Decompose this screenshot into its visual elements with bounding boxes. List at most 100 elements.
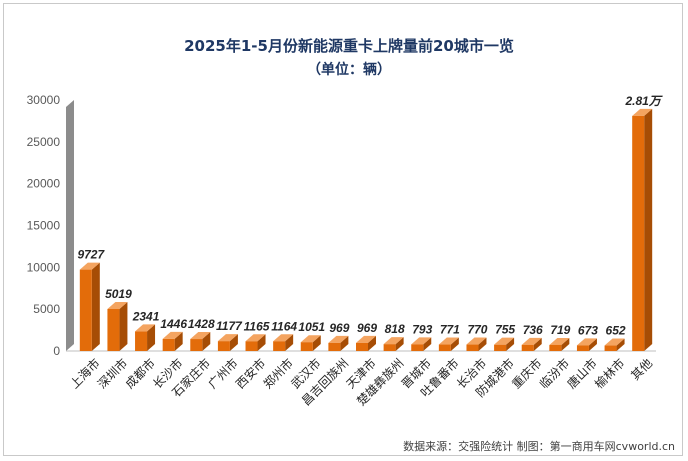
data-label: 1164 — [271, 319, 297, 333]
y-tick-label: 10000 — [27, 260, 61, 274]
bar-front — [79, 269, 92, 351]
bar-front — [162, 338, 175, 351]
bar-front — [273, 341, 286, 351]
bar-front — [549, 344, 562, 351]
bar-side — [423, 337, 432, 351]
category-label: 临汾市 — [536, 355, 572, 391]
bar-top — [79, 262, 100, 270]
bar-side — [478, 337, 487, 351]
bar — [245, 334, 266, 351]
bar-top — [107, 302, 128, 310]
bar-front — [245, 341, 258, 351]
category-label: 成都市 — [122, 355, 158, 391]
bar — [217, 334, 238, 351]
bar-front — [300, 342, 313, 351]
bar — [411, 337, 432, 351]
bar-front — [576, 345, 589, 351]
bar-side — [147, 324, 156, 351]
bar-side — [450, 337, 459, 351]
bar-front — [107, 309, 120, 351]
data-label: 1446 — [160, 317, 187, 331]
data-label: 755 — [495, 323, 515, 337]
data-label: 1051 — [298, 320, 325, 334]
bar-front — [466, 344, 479, 351]
bar-top — [438, 337, 459, 345]
bar-top — [494, 337, 515, 345]
bar — [162, 331, 183, 351]
category-label: 榆林市 — [591, 355, 627, 391]
bar-top — [328, 335, 349, 343]
bar — [549, 337, 570, 351]
bar-top — [604, 338, 625, 346]
bar-top — [632, 108, 653, 116]
bar — [604, 338, 625, 351]
bar-front — [521, 344, 534, 351]
x-axis-labels: 上海市深圳市成都市长沙市石家庄市广州市西安市郑州市武汉市昌吉回族州天津市楚雄彝族… — [67, 355, 655, 408]
category-label: 郑州市 — [260, 355, 296, 391]
data-label: 1165 — [244, 319, 270, 333]
bar-chart: 2025年1-5月份新能源重卡上牌量前20城市一览 （单位：辆） 0 5000 10… — [27, 37, 675, 453]
bar — [135, 324, 156, 351]
y-tick-label: 0 — [53, 344, 60, 358]
y-tick-label: 25000 — [27, 135, 61, 149]
bar-front — [217, 341, 230, 351]
bar-top — [245, 334, 266, 342]
bar-top — [411, 337, 432, 345]
bar-side — [119, 302, 128, 351]
data-label: 771 — [440, 323, 460, 337]
bar — [79, 262, 100, 351]
bar-top — [521, 337, 542, 345]
bar-top — [549, 337, 570, 345]
bar-front — [328, 342, 341, 351]
data-label: 969 — [357, 321, 377, 335]
bar-top — [356, 335, 376, 343]
bar-side — [561, 337, 570, 351]
bar-side — [91, 262, 100, 351]
data-label: 719 — [550, 323, 570, 337]
bar-front — [438, 344, 451, 351]
data-label: 2341 — [132, 309, 160, 323]
bar-top — [273, 334, 294, 342]
data-label: 9727 — [77, 248, 105, 262]
bar-side — [257, 334, 266, 351]
y-tick-label: 5000 — [33, 302, 60, 316]
data-label: 5019 — [105, 287, 132, 301]
source-note: 数据来源：交强险统计 制图：第一商用车网cvworld.cn — [403, 439, 675, 453]
bar-series — [79, 108, 653, 351]
bar-front — [356, 342, 368, 351]
bar-front — [135, 331, 148, 351]
category-label: 重庆市 — [509, 355, 545, 391]
data-label: 969 — [329, 321, 349, 335]
data-label: 770 — [467, 323, 487, 337]
y-tick-label: 30000 — [27, 93, 61, 107]
bar — [383, 337, 404, 351]
bar — [328, 335, 349, 351]
category-label: 唐山市 — [564, 355, 600, 391]
bar — [521, 337, 542, 351]
bar — [632, 108, 653, 351]
bar-top — [217, 334, 238, 342]
data-label: 736 — [523, 323, 543, 337]
bar-front — [411, 344, 424, 351]
y-tick-label: 15000 — [27, 219, 61, 233]
data-label: 673 — [578, 323, 598, 337]
bar — [466, 337, 487, 351]
bar — [300, 335, 321, 351]
bar-front — [494, 344, 507, 351]
bar-top — [383, 337, 404, 345]
bar-top — [466, 337, 487, 345]
data-label: 2.81万 — [625, 94, 663, 108]
data-label: 1177 — [216, 319, 243, 333]
bar-side — [229, 334, 238, 351]
category-label: 广州市 — [205, 355, 241, 391]
bar — [356, 335, 376, 351]
y-axis-wall — [66, 100, 74, 351]
bar-top — [190, 332, 211, 340]
chart-frame: 2025年1-5月份新能源重卡上牌量前20城市一览 （单位：辆） 0 5000 10… — [3, 3, 683, 456]
bar-side — [644, 108, 653, 351]
bar — [494, 337, 515, 351]
bar — [190, 332, 211, 351]
bar — [273, 334, 294, 351]
bar-side — [395, 337, 404, 351]
